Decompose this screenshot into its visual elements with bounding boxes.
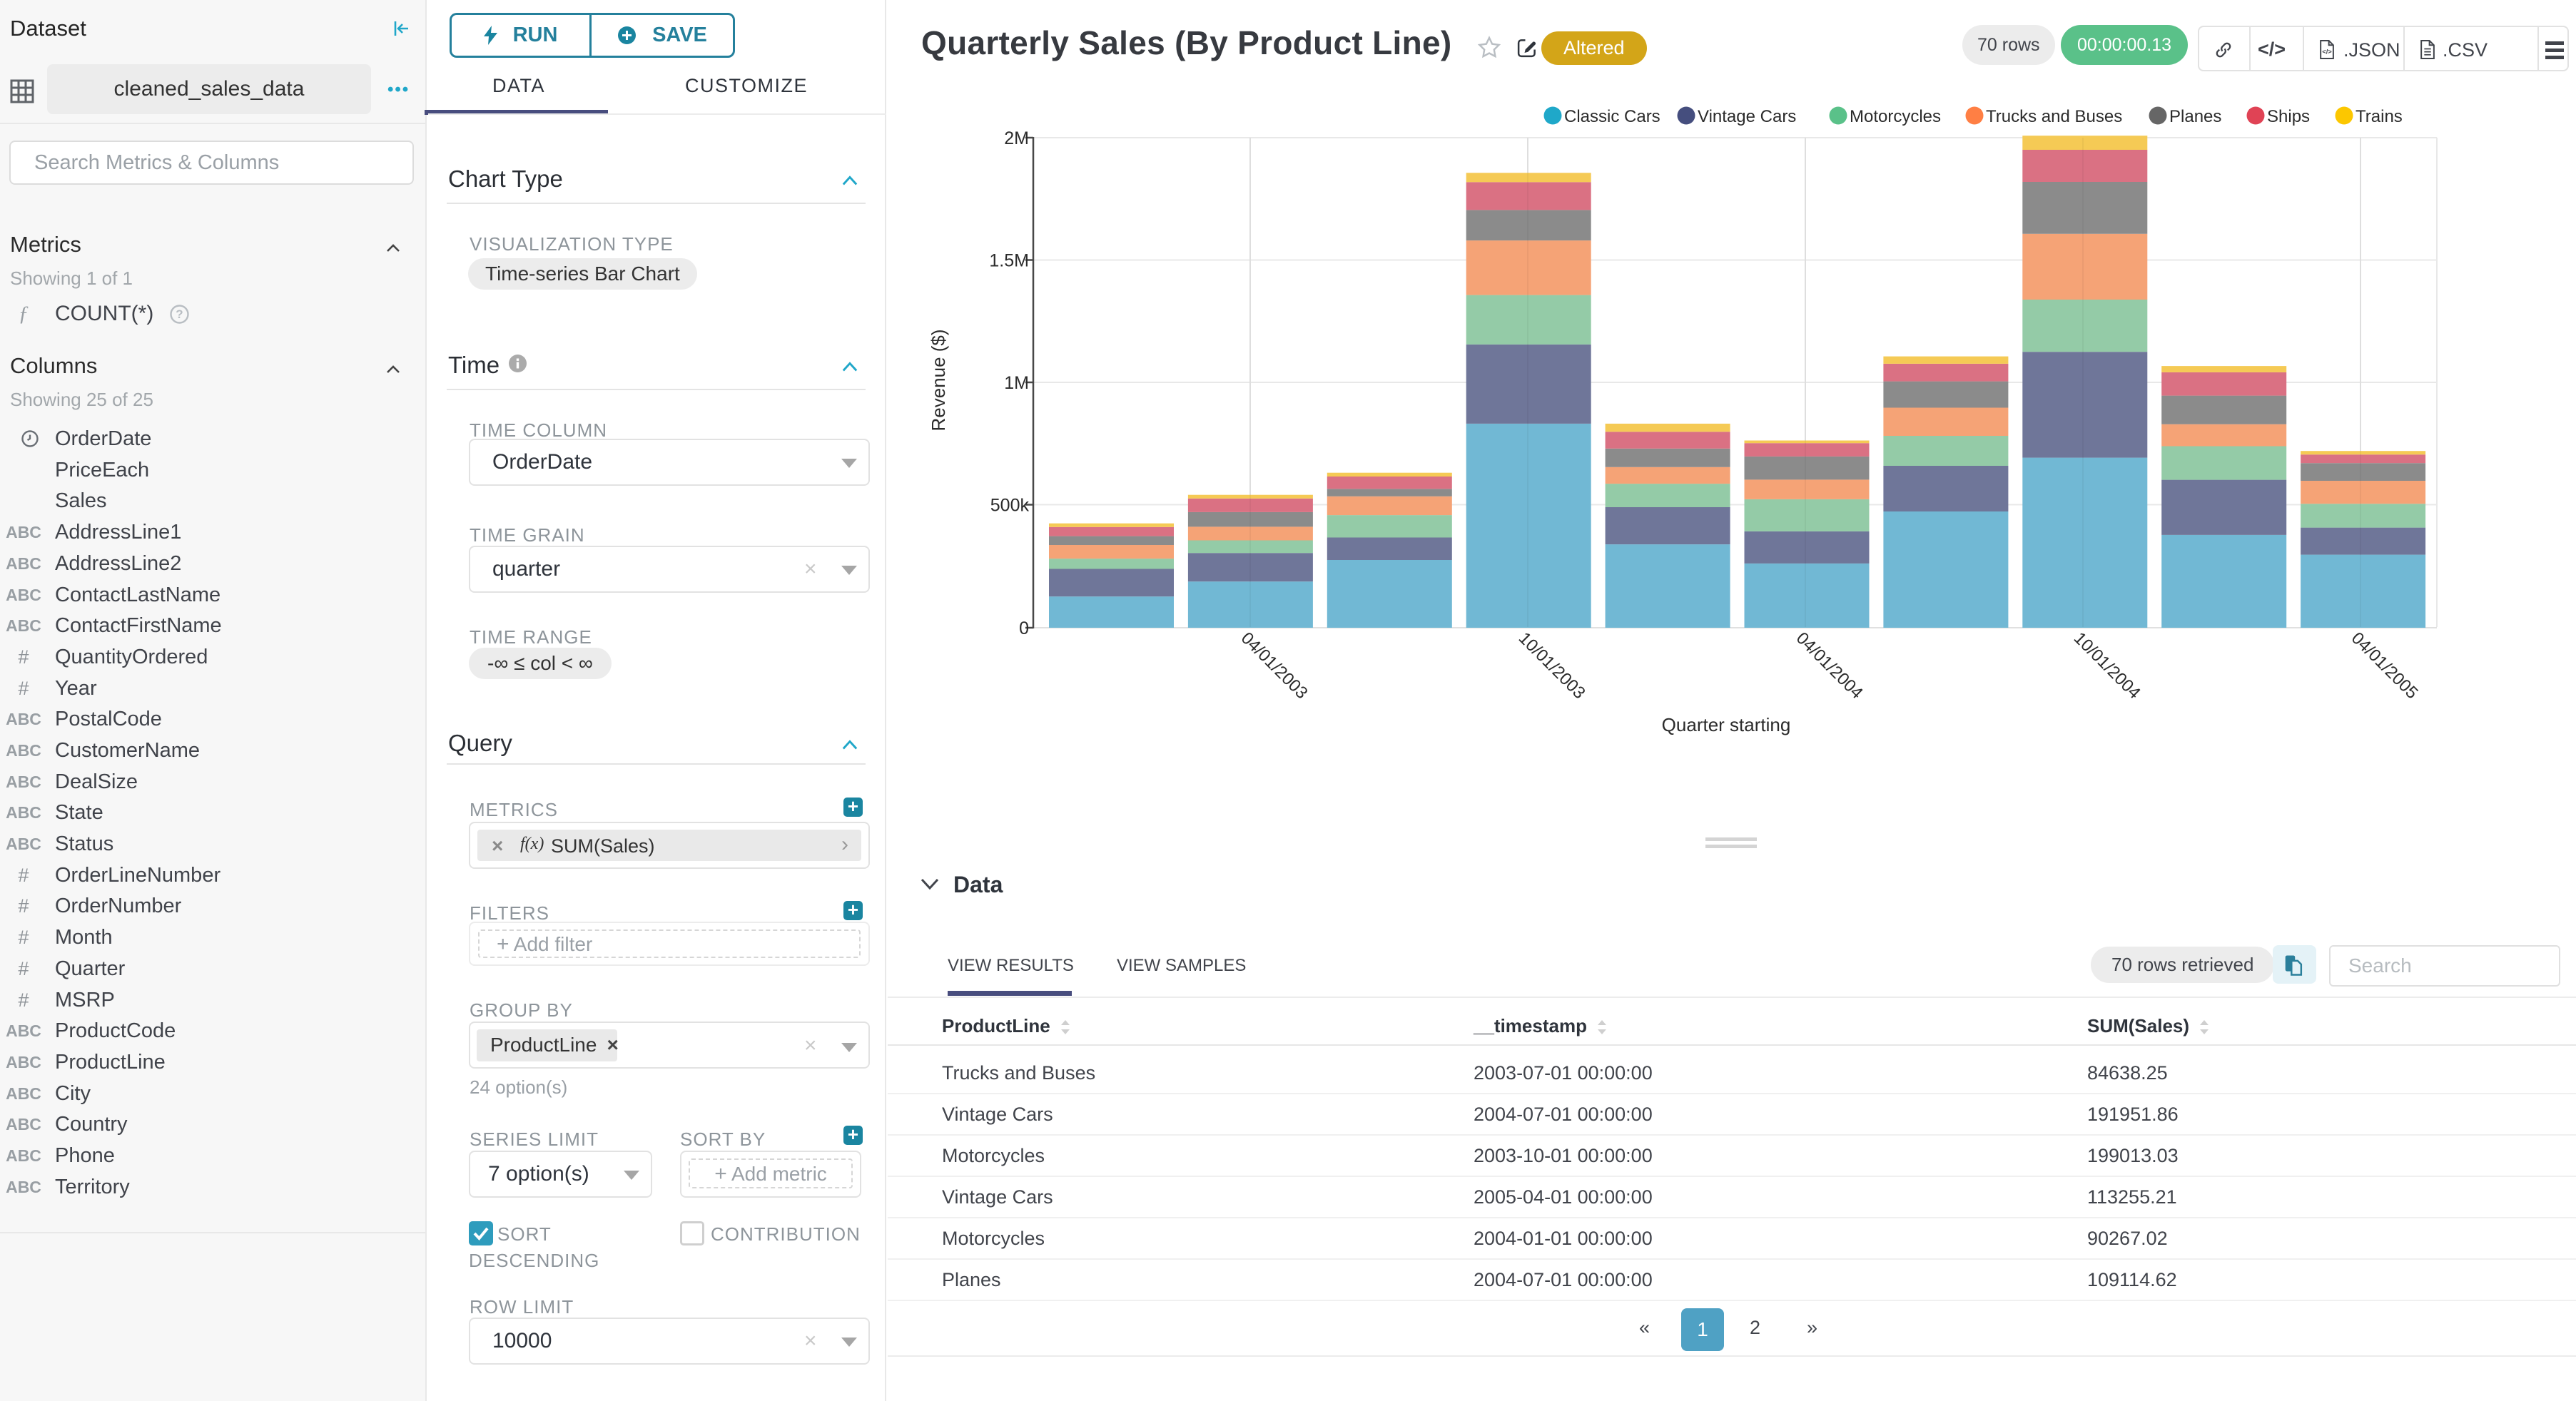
svg-text:Revenue ($): Revenue ($) — [928, 329, 949, 431]
svg-text:Trains: Trains — [2356, 107, 2403, 126]
svg-text:04/01/2004: 04/01/2004 — [1792, 628, 1867, 703]
svg-text:Quarter starting: Quarter starting — [1662, 714, 1791, 735]
svg-text:500k: 500k — [990, 496, 1030, 516]
svg-text:Trucks and Buses: Trucks and Buses — [1986, 107, 2122, 126]
svg-text:1M: 1M — [1004, 373, 1029, 393]
svg-text:Planes: Planes — [2169, 107, 2221, 126]
svg-text:</>: </> — [2322, 49, 2332, 56]
svg-text:10/01/2003: 10/01/2003 — [1515, 628, 1589, 703]
svg-text:Classic Cars: Classic Cars — [1564, 107, 1660, 126]
svg-text:Motorcycles: Motorcycles — [1850, 107, 1941, 126]
svg-text:10/01/2004: 10/01/2004 — [2070, 628, 2144, 703]
svg-text:04/01/2003: 04/01/2003 — [1237, 628, 1312, 703]
svg-text:2M: 2M — [1004, 128, 1029, 148]
svg-text:Vintage Cars: Vintage Cars — [1698, 107, 1796, 126]
svg-text:0: 0 — [1019, 618, 1029, 638]
svg-text:1.5M: 1.5M — [989, 251, 1029, 271]
svg-text:Ships: Ships — [2267, 107, 2310, 126]
svg-text:04/01/2005: 04/01/2005 — [2348, 628, 2422, 703]
svg-text:?: ? — [176, 307, 183, 321]
